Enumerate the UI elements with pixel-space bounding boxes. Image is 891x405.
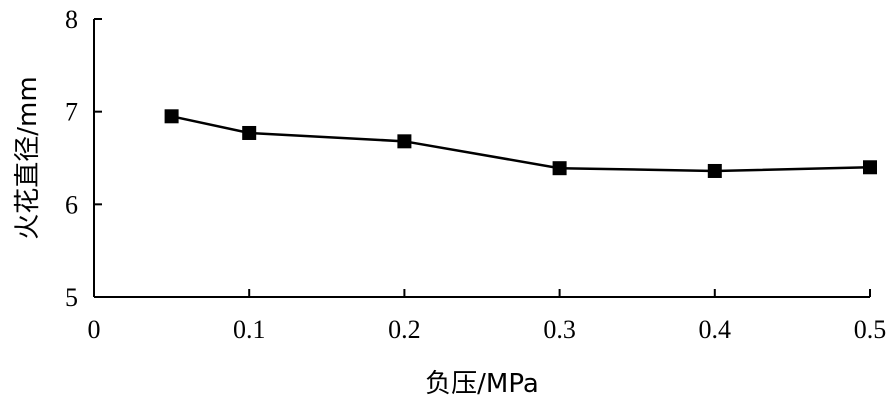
axes bbox=[93, 19, 870, 298]
y-tick-label: 6 bbox=[65, 190, 78, 219]
data-point-marker bbox=[242, 125, 257, 140]
y-tick-label: 7 bbox=[65, 98, 78, 127]
y-axis-title: 火花直径/mm bbox=[13, 76, 43, 239]
data-point-marker bbox=[707, 163, 722, 178]
series-line bbox=[171, 115, 871, 173]
data-point-marker bbox=[863, 160, 877, 175]
x-tick-label: 0.1 bbox=[233, 315, 266, 344]
x-tick-label: 0.4 bbox=[699, 315, 732, 344]
y-tick-label: 8 bbox=[65, 5, 78, 34]
x-ticks: 0 0.1 0.2 0.3 0.4 0.5 bbox=[88, 289, 887, 344]
data-point-marker bbox=[552, 161, 567, 176]
x-tick-label: 0.2 bbox=[388, 315, 421, 344]
series-group bbox=[164, 109, 877, 178]
x-tick-label: 0.5 bbox=[854, 315, 887, 344]
y-ticks: 5 6 7 8 bbox=[65, 5, 102, 312]
data-point-marker bbox=[397, 134, 412, 149]
y-tick-label: 5 bbox=[65, 283, 78, 312]
x-tick-label: 0.3 bbox=[543, 315, 576, 344]
x-axis-title: 负压/MPa bbox=[425, 369, 539, 399]
data-point-marker bbox=[164, 109, 179, 124]
x-tick-label: 0 bbox=[88, 315, 101, 344]
